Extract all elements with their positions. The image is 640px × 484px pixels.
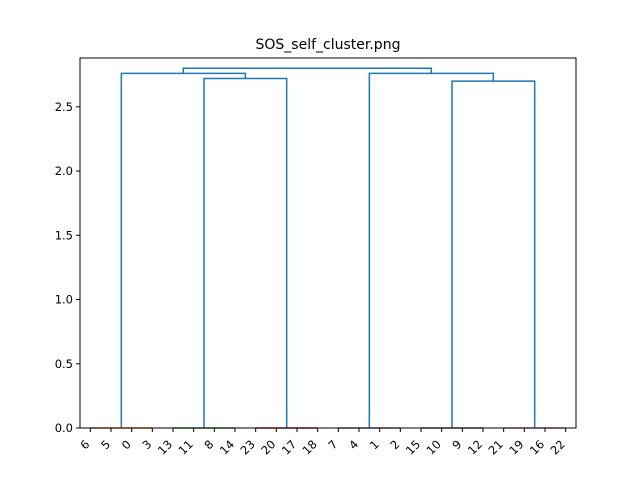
x-tick-label: 12 bbox=[465, 437, 485, 457]
x-tick-label: 8 bbox=[201, 437, 216, 452]
y-tick-label: 1.0 bbox=[55, 293, 73, 307]
x-tick-label: 17 bbox=[279, 437, 299, 457]
y-tick-label: 1.5 bbox=[55, 228, 73, 242]
x-tick-label: 18 bbox=[300, 437, 320, 457]
x-tick-label: 10 bbox=[424, 437, 444, 457]
y-tick-label: 2.0 bbox=[55, 164, 73, 178]
dendrogram-link bbox=[451, 80, 536, 428]
y-tick-label: 0.5 bbox=[55, 357, 73, 371]
dendrogram-link bbox=[203, 77, 288, 428]
axes-frame bbox=[79, 57, 577, 429]
x-tick-label: 9 bbox=[449, 437, 464, 452]
y-tick-label: 2.5 bbox=[55, 100, 73, 114]
x-tick-label: 7 bbox=[325, 437, 340, 452]
x-tick-label: 11 bbox=[176, 437, 196, 457]
y-tick-label: 0.0 bbox=[55, 421, 73, 435]
y-axis: 0.0 0.5 1.0 1.5 2.0 2.5 bbox=[55, 100, 80, 435]
x-tick-label: 3 bbox=[139, 437, 154, 452]
x-tick-label: 15 bbox=[403, 437, 423, 457]
dendrogram-link bbox=[120, 72, 247, 428]
x-tick-label: 4 bbox=[346, 437, 361, 452]
x-tick-label: 13 bbox=[155, 437, 175, 457]
x-tick-label: 0 bbox=[119, 437, 134, 452]
x-tick-label: 19 bbox=[506, 437, 526, 457]
x-tick-label: 22 bbox=[548, 437, 568, 457]
x-tick-label: 2 bbox=[387, 437, 402, 452]
dendrogram-link bbox=[368, 72, 495, 428]
dendrogram-links bbox=[120, 67, 536, 428]
dendrogram-link bbox=[182, 67, 433, 74]
x-axis: 6 5 0 3 13 11 8 14 23 20 17 18 7 4 1 2 15 10 9 12 21 19 16 22 bbox=[77, 428, 568, 457]
x-tick-label: 23 bbox=[238, 437, 258, 457]
x-tick-label: 21 bbox=[486, 437, 506, 457]
x-tick-label: 1 bbox=[367, 437, 382, 452]
x-tick-label: 6 bbox=[77, 437, 92, 452]
x-tick-label: 14 bbox=[217, 437, 237, 457]
chart-title: SOS_self_cluster.png bbox=[256, 37, 401, 53]
x-tick-label: 16 bbox=[527, 437, 547, 457]
x-tick-label: 20 bbox=[258, 437, 278, 457]
x-tick-label: 5 bbox=[98, 437, 113, 452]
